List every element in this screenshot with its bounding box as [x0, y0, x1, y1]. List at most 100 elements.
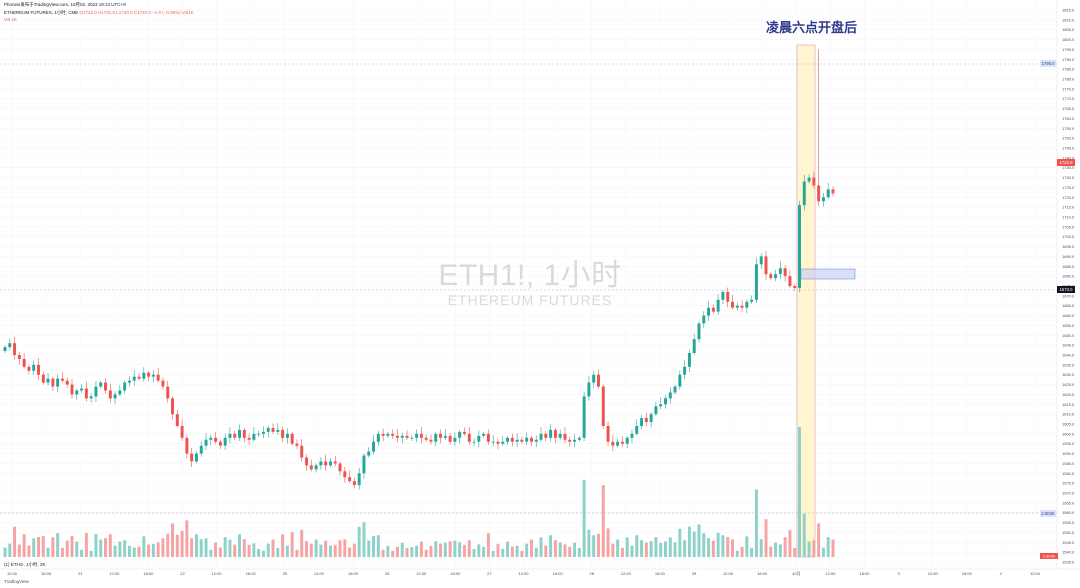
volume-bar [271, 539, 275, 557]
candle-body [769, 274, 773, 279]
volume-bar [606, 528, 610, 557]
watermark-subtitle: ETHEREUM FUTURES [447, 292, 613, 308]
volume-bar [228, 539, 232, 557]
volume-bar [731, 539, 734, 557]
x-tick-label: 18:00 [655, 571, 666, 576]
volume-bar [625, 537, 629, 557]
candle-body [381, 433, 385, 436]
candle-body [151, 374, 155, 377]
y-tick-label: 1780.0 [1062, 77, 1075, 82]
x-tick-label: 12:00 [518, 571, 529, 576]
y-tick-label: 1805.0 [1062, 27, 1075, 32]
candle-body [697, 323, 701, 340]
candle-body [233, 433, 237, 438]
candle-body [238, 429, 242, 438]
tradingview-logo: TradingView [4, 579, 29, 584]
volume-bar [357, 526, 361, 557]
volume-bar [290, 532, 294, 557]
candle-body [702, 315, 706, 324]
candle-body [539, 433, 543, 440]
x-tick-label: 4 [1000, 571, 1003, 576]
session-highlight [797, 45, 815, 557]
candle-body [482, 433, 486, 436]
y-tick-label: 1765.0 [1062, 106, 1075, 111]
candle-body [395, 435, 399, 438]
x-tick-label: 18:00 [246, 571, 257, 576]
time-axis[interactable]: 12:00 18:00 21 12:00 18:00 22 12:00 18:00 25 12:0… [7, 571, 1041, 576]
top-price-tag-bg [1040, 60, 1056, 67]
candle-body [798, 205, 801, 288]
candle-body [788, 276, 792, 286]
volume-bar [611, 543, 615, 557]
volume-bar [137, 546, 141, 557]
candle-body [592, 374, 596, 383]
volume-bar [788, 530, 792, 557]
volume-bar [592, 535, 596, 557]
candle-body [721, 291, 725, 300]
volume-bar [391, 550, 395, 557]
volume-bar [798, 427, 801, 557]
candle-body [75, 390, 79, 395]
symbol-title[interactable]: ETHEREUM FUTURES, 1小时, CME [4, 10, 79, 15]
candle-body [367, 451, 371, 456]
candle-body [142, 372, 146, 379]
candle-body [352, 481, 356, 486]
volume-bar [261, 550, 265, 557]
candle-body [257, 433, 261, 435]
vol-level-tag-bg [1040, 510, 1056, 517]
candle-body [343, 471, 347, 478]
volume-bar [314, 539, 318, 557]
volume-bar [726, 537, 730, 557]
y-tick-label: 1630.0 [1062, 372, 1075, 377]
volume-bar [553, 540, 557, 557]
candle-body [668, 392, 672, 399]
volume-bar [372, 536, 376, 557]
candle-body [740, 305, 744, 308]
volume-bar [80, 549, 84, 557]
candle-body [510, 437, 514, 442]
volume-bar [462, 544, 466, 557]
candle-body [309, 465, 313, 470]
y-tick-label: 1695.0 [1062, 244, 1075, 249]
volume-bar [171, 523, 174, 557]
volume-bar [687, 526, 691, 557]
volume-bar [185, 520, 189, 557]
candle-body [281, 429, 285, 438]
volume-bar [534, 547, 538, 557]
volume-bar [65, 540, 69, 557]
volume-bar [467, 540, 471, 557]
candle-body [616, 441, 620, 446]
price-axis[interactable]: 1815.0 1810.0 1805.0 1800.0 1795.0 1790.0 1785… [1062, 8, 1075, 565]
y-tick-label: 1775.0 [1062, 86, 1075, 91]
candle-body [161, 380, 165, 387]
candle-body [596, 374, 600, 387]
candle-body [448, 435, 452, 442]
indicator-line: Vol 1K [4, 17, 17, 22]
session-highlight-border [796, 44, 816, 558]
volume-bar [400, 542, 404, 557]
y-tick-label: 1755.0 [1062, 126, 1075, 131]
candle-body [108, 390, 112, 399]
y-tick-label: 1720.0 [1062, 195, 1075, 200]
volume-bar [802, 513, 806, 557]
candle-body [716, 299, 720, 312]
y-tick-label: 1710.0 [1062, 215, 1075, 220]
candle-body [324, 461, 328, 466]
candle-body [544, 433, 548, 438]
volume-bar [477, 544, 481, 557]
x-tick-label: 12:00 [416, 571, 427, 576]
volume-indicator[interactable]: Vol 1K [4, 17, 18, 22]
volume-bar [405, 547, 409, 557]
candle-body [453, 437, 457, 442]
volume-bar [46, 547, 50, 557]
y-tick-label: 1615.0 [1062, 402, 1075, 407]
volume-bar [17, 544, 21, 557]
volume-bar [754, 489, 758, 557]
volume-bar [711, 540, 715, 557]
y-tick-label: 1625.0 [1062, 382, 1075, 387]
candle-body [104, 382, 107, 391]
volume-bar [448, 541, 452, 557]
candle-body [467, 433, 471, 442]
candle-body [491, 441, 495, 443]
